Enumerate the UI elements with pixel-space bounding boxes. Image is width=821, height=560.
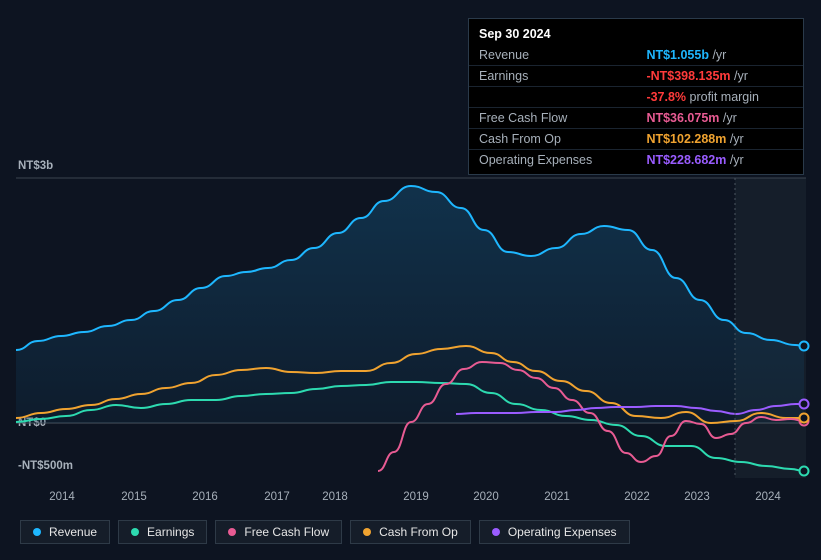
chart-plot[interactable] (16, 178, 806, 478)
x-axis-label: 2020 (473, 491, 499, 503)
tooltip-row: Free Cash FlowNT$36.075m /yr (469, 108, 803, 129)
tooltip-label: Operating Expenses (469, 150, 636, 171)
x-axis-label: 2015 (121, 491, 147, 503)
series-area-revenue (16, 186, 804, 423)
legend-dot-icon (131, 528, 139, 536)
series-endpoint-earnings (800, 467, 809, 476)
tooltip-value: NT$102.288m /yr (636, 129, 803, 150)
x-axis-label: 2018 (322, 491, 348, 503)
legend-item-earnings[interactable]: Earnings (118, 520, 207, 544)
series-endpoint-cash_from_op (800, 414, 809, 423)
legend-dot-icon (492, 528, 500, 536)
x-axis-label: 2021 (544, 491, 570, 503)
tooltip-label: Revenue (469, 45, 636, 66)
legend-dot-icon (33, 528, 41, 536)
legend-dot-icon (228, 528, 236, 536)
tooltip-row: RevenueNT$1.055b /yr (469, 45, 803, 66)
tooltip-value: -37.8% profit margin (636, 87, 803, 108)
tooltip-label (469, 87, 636, 108)
legend-label: Operating Expenses (508, 525, 617, 539)
tooltip-label: Free Cash Flow (469, 108, 636, 129)
tooltip-table: RevenueNT$1.055b /yrEarnings-NT$398.135m… (469, 45, 803, 170)
tooltip-value: NT$1.055b /yr (636, 45, 803, 66)
tooltip-row: -37.8% profit margin (469, 87, 803, 108)
legend-label: Revenue (49, 525, 97, 539)
tooltip-label: Cash From Op (469, 129, 636, 150)
series-endpoint-opex (800, 400, 809, 409)
legend-label: Free Cash Flow (244, 525, 329, 539)
legend-item-free-cash-flow[interactable]: Free Cash Flow (215, 520, 342, 544)
tooltip-date: Sep 30 2024 (469, 23, 803, 45)
legend-label: Cash From Op (379, 525, 458, 539)
legend-dot-icon (363, 528, 371, 536)
tooltip-row: Earnings-NT$398.135m /yr (469, 66, 803, 87)
x-axis-label: 2023 (684, 491, 710, 503)
y-axis-label: NT$3b (18, 160, 53, 172)
tooltip-label: Earnings (469, 66, 636, 87)
x-axis-label: 2014 (49, 491, 75, 503)
x-axis-label: 2016 (192, 491, 218, 503)
tooltip-value: NT$228.682m /yr (636, 150, 803, 171)
series-endpoint-revenue (800, 342, 809, 351)
x-axis-label: 2022 (624, 491, 650, 503)
x-axis-label: 2019 (403, 491, 429, 503)
legend-item-revenue[interactable]: Revenue (20, 520, 110, 544)
chart-legend: Revenue Earnings Free Cash Flow Cash From O… (20, 520, 630, 544)
x-axis-label: 2017 (264, 491, 290, 503)
tooltip-value: -NT$398.135m /yr (636, 66, 803, 87)
x-axis-label: 2024 (755, 491, 781, 503)
legend-item-operating-expenses[interactable]: Operating Expenses (479, 520, 630, 544)
legend-item-cash-from-op[interactable]: Cash From Op (350, 520, 471, 544)
financials-chart: Sep 30 2024 RevenueNT$1.055b /yrEarnings… (0, 0, 821, 560)
tooltip-row: Operating ExpensesNT$228.682m /yr (469, 150, 803, 171)
legend-label: Earnings (147, 525, 194, 539)
tooltip-value: NT$36.075m /yr (636, 108, 803, 129)
tooltip-row: Cash From OpNT$102.288m /yr (469, 129, 803, 150)
chart-tooltip: Sep 30 2024 RevenueNT$1.055b /yrEarnings… (468, 18, 804, 175)
